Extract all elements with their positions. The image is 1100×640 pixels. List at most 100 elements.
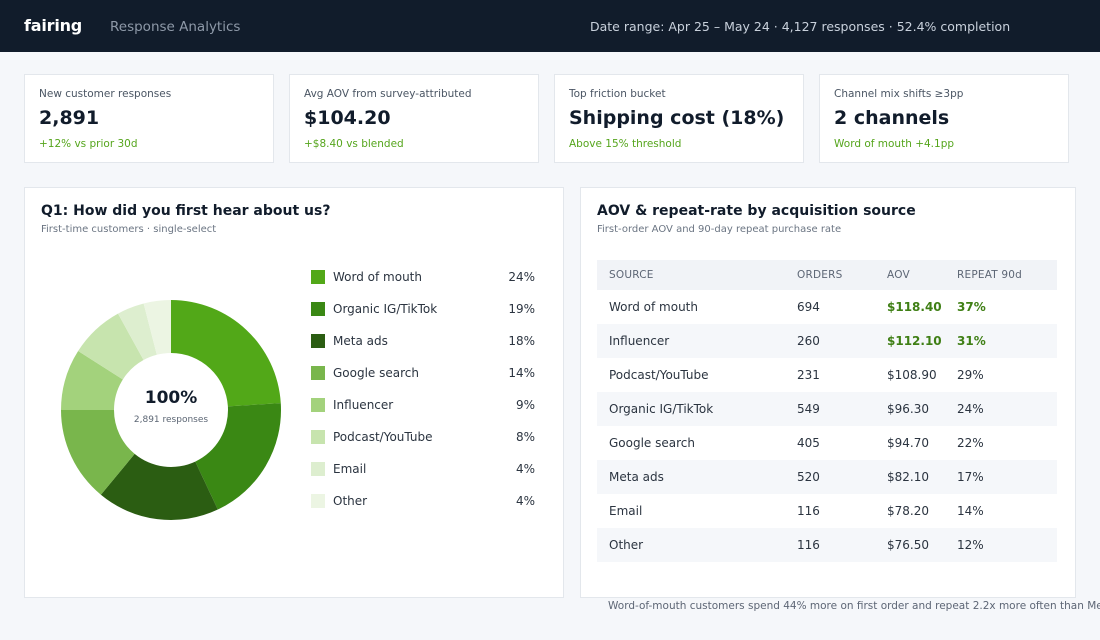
legend-item[interactable]: Word of mouth 24%	[311, 267, 535, 287]
legend-percent: 14%	[508, 366, 535, 380]
kpi-value: $104.20	[304, 107, 391, 129]
legend-item[interactable]: Other 4%	[311, 491, 535, 511]
table-row[interactable]: Organic IG/TikTok 549 $96.30 24%	[597, 392, 1057, 426]
cell-repeat: 24%	[957, 402, 984, 416]
column-header-orders[interactable]: ORDERS	[797, 269, 843, 281]
legend-percent: 4%	[515, 462, 535, 476]
legend-label: Influencer	[333, 398, 394, 412]
app-title: Response Analytics	[110, 19, 241, 35]
legend-percent: 9%	[515, 398, 535, 412]
table-header-row: SOURCE ORDERS AOV REPEAT 90d	[597, 260, 1057, 290]
donut-slice-word-of-mouth[interactable]	[171, 300, 281, 407]
donut-slice-other[interactable]	[143, 300, 171, 355]
donut-panel: Q1: How did you first hear about us? Fir…	[24, 187, 564, 598]
logo[interactable]: fairing	[24, 16, 83, 35]
cell-repeat: 14%	[957, 504, 984, 518]
legend-label: Organic IG/TikTok	[333, 302, 438, 316]
cell-orders: 231	[797, 368, 820, 382]
donut-slice-influencer[interactable]	[61, 351, 123, 410]
date-range-summary[interactable]: Date range: Apr 25 – May 24 · 4,127 resp…	[590, 19, 1011, 34]
table-row[interactable]: Google search 405 $94.70 22%	[597, 426, 1057, 460]
legend-percent: 24%	[508, 270, 535, 284]
cell-repeat: 17%	[957, 470, 984, 484]
legend-swatch	[311, 366, 325, 380]
cell-repeat: 37%	[957, 300, 986, 314]
source-table: SOURCE ORDERS AOV REPEAT 90d Word of mou…	[597, 260, 1057, 562]
kpi-delta: +12% vs prior 30d	[39, 138, 138, 150]
legend-item[interactable]: Meta ads 18%	[311, 331, 535, 351]
legend-percent: 4%	[515, 494, 535, 508]
cell-aov: $108.90	[887, 368, 937, 382]
panel-subtitle: First-order AOV and 90-day repeat purcha…	[597, 224, 842, 235]
cell-source: Other	[609, 538, 644, 552]
legend-swatch	[311, 398, 325, 412]
donut-slice-organic-ig-tiktok[interactable]	[195, 403, 281, 510]
panel-title: Q1: How did you first hear about us?	[41, 203, 331, 219]
cell-source: Podcast/YouTube	[609, 368, 709, 382]
table-row[interactable]: Word of mouth 694 $118.40 37%	[597, 290, 1057, 324]
legend-label: Other	[333, 494, 368, 508]
legend-item[interactable]: Influencer 9%	[311, 395, 535, 415]
kpi-card-top-friction: Top friction bucket Shipping cost (18%) …	[554, 74, 804, 163]
cell-aov: $112.10	[887, 334, 942, 348]
cell-repeat: 12%	[957, 538, 984, 552]
donut-slice-meta-ads[interactable]	[100, 453, 218, 520]
legend-percent: 18%	[508, 334, 535, 348]
panel-title: AOV & repeat-rate by acquisition source	[597, 203, 916, 219]
legend-swatch	[311, 334, 325, 348]
cell-orders: 116	[797, 504, 820, 518]
cell-aov: $96.30	[887, 402, 929, 416]
table-row[interactable]: Other 116 $76.50 12%	[597, 528, 1057, 562]
top-bar: fairing Response Analytics Date range: A…	[0, 0, 1100, 52]
legend-item[interactable]: Podcast/YouTube 8%	[311, 427, 535, 447]
cell-aov: $94.70	[887, 436, 929, 450]
cell-source: Email	[609, 504, 643, 518]
legend-swatch	[311, 430, 325, 444]
legend-swatch	[311, 494, 325, 508]
cell-orders: 549	[797, 402, 820, 416]
legend-item[interactable]: Organic IG/TikTok 19%	[311, 299, 535, 319]
legend-label: Email	[333, 462, 367, 476]
kpi-value: Shipping cost (18%)	[569, 107, 785, 129]
kpi-card-channel-mix: Channel mix shifts ≥3pp 2 channels Word …	[819, 74, 1069, 163]
legend-label: Google search	[333, 366, 419, 380]
legend-item[interactable]: Google search 14%	[311, 363, 535, 383]
cell-orders: 260	[797, 334, 820, 348]
donut-slice-podcast-youtube[interactable]	[78, 313, 144, 380]
cell-orders: 405	[797, 436, 820, 450]
table-row[interactable]: Email 116 $78.20 14%	[597, 494, 1057, 528]
kpi-label: Avg AOV from survey-attributed	[304, 88, 472, 100]
kpi-label: Top friction bucket	[569, 88, 666, 100]
legend-swatch	[311, 302, 325, 316]
table-row[interactable]: Podcast/YouTube 231 $108.90 29%	[597, 358, 1057, 392]
table-panel: AOV & repeat-rate by acquisition source …	[580, 187, 1076, 598]
donut-center-subtitle: 2,891 responses	[133, 415, 209, 425]
legend-label: Podcast/YouTube	[333, 430, 433, 444]
column-header-repeat[interactable]: REPEAT 90d	[957, 269, 1023, 281]
legend-swatch	[311, 270, 325, 284]
kpi-card-new-customer-responses: New customer responses 2,891 +12% vs pri…	[24, 74, 274, 163]
cell-source: Meta ads	[609, 470, 664, 484]
cell-repeat: 31%	[957, 334, 986, 348]
cell-orders: 520	[797, 470, 820, 484]
cell-source: Organic IG/TikTok	[609, 402, 714, 416]
legend-item[interactable]: Email 4%	[311, 459, 535, 479]
legend-swatch	[311, 462, 325, 476]
cell-aov: $76.50	[887, 538, 929, 552]
column-header-aov[interactable]: AOV	[887, 269, 910, 281]
table-row[interactable]: Meta ads 520 $82.10 17%	[597, 460, 1057, 494]
cell-aov: $78.20	[887, 504, 929, 518]
cell-orders: 116	[797, 538, 820, 552]
donut-slice-google-search[interactable]	[61, 410, 135, 495]
kpi-card-avg-aov: Avg AOV from survey-attributed $104.20 +…	[289, 74, 539, 163]
table-footnote: Word-of-mouth customers spend 44% more o…	[608, 600, 1100, 612]
table-row[interactable]: Influencer 260 $112.10 31%	[597, 324, 1057, 358]
column-header-source[interactable]: SOURCE	[609, 269, 654, 281]
legend-label: Word of mouth	[333, 270, 422, 284]
kpi-value: 2,891	[39, 107, 100, 129]
cell-aov: $82.10	[887, 470, 929, 484]
cell-source: Word of mouth	[609, 300, 698, 314]
kpi-value: 2 channels	[834, 107, 950, 129]
cell-source: Google search	[609, 436, 695, 450]
donut-slice-email[interactable]	[118, 303, 157, 361]
